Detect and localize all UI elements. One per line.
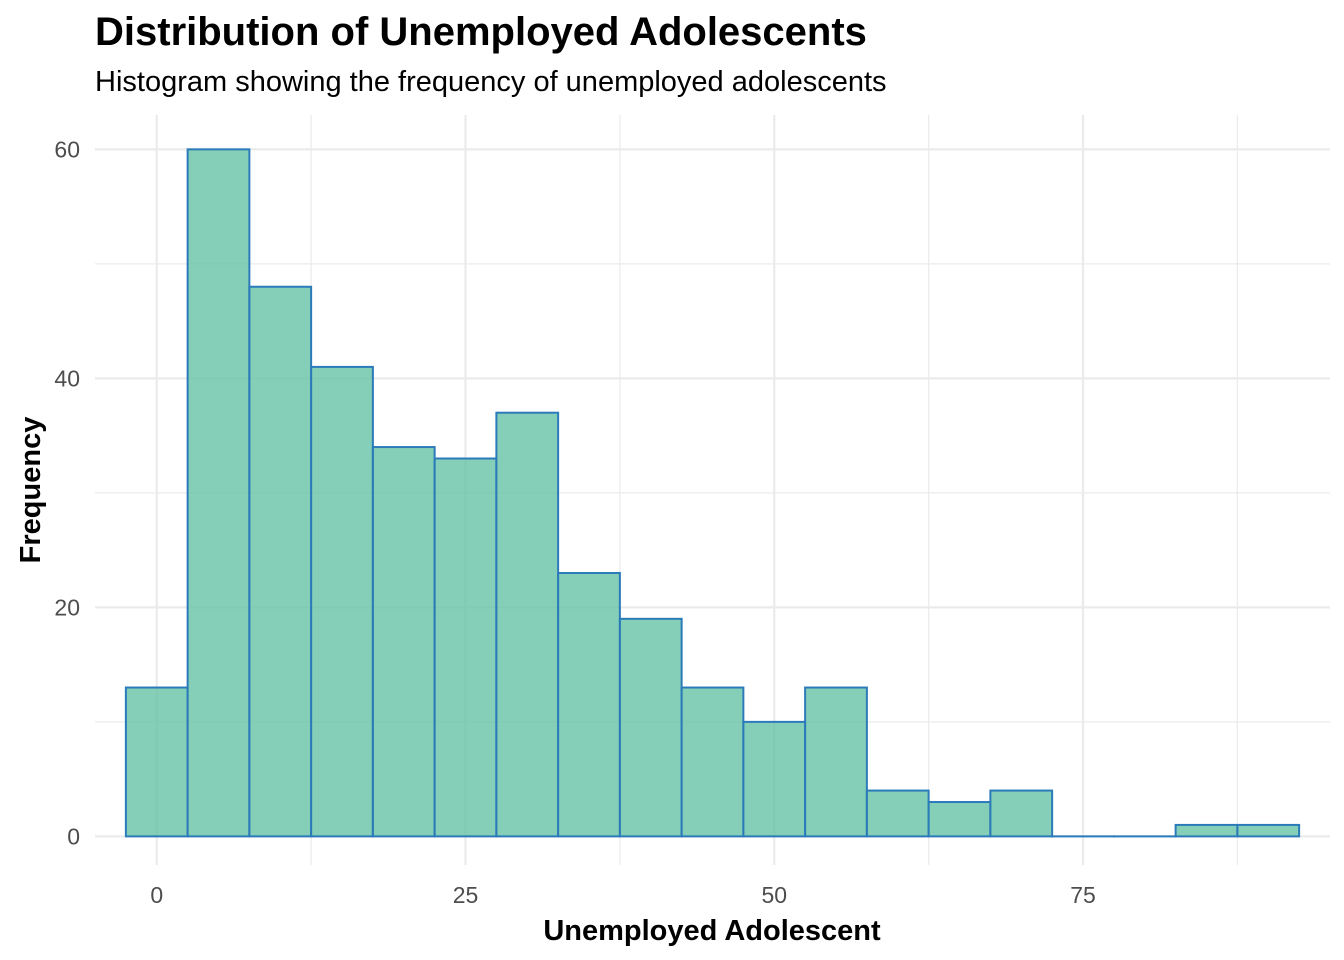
y-tick-label: 20 — [54, 594, 80, 620]
histogram-bar — [618, 617, 683, 838]
x-axis-title: Unemployed Adolescent — [543, 915, 881, 947]
histogram-bar — [124, 686, 189, 838]
chart-subtitle: Histogram showing the frequency of unemp… — [95, 66, 887, 98]
histogram-bar — [989, 789, 1054, 838]
x-tick-label: 0 — [150, 882, 163, 908]
histogram-bar — [557, 572, 621, 838]
histogram-bar — [371, 446, 436, 838]
histogram-bar — [433, 457, 498, 838]
y-tick-label: 0 — [67, 823, 80, 849]
x-tick-label: 75 — [1070, 882, 1096, 908]
y-axis-ticks: 0 20 40 60 — [54, 136, 80, 849]
histogram-bar — [804, 686, 868, 838]
histogram-bar — [865, 789, 930, 838]
histogram-bar — [680, 686, 745, 838]
x-tick-label: 25 — [453, 882, 479, 908]
histogram-bar — [742, 720, 807, 838]
y-tick-label: 40 — [54, 365, 80, 391]
histogram-bar — [1236, 823, 1301, 838]
histogram-bar — [310, 365, 374, 838]
histogram-bar — [495, 411, 560, 838]
histogram-bar — [1174, 823, 1239, 838]
histogram-bar — [248, 285, 313, 838]
histogram-bar — [186, 148, 251, 838]
chart-title: Distribution of Unemployed Adolescents — [95, 10, 867, 54]
x-tick-label: 50 — [761, 882, 787, 908]
histogram-bar — [927, 801, 992, 838]
y-axis-title: Frequency — [15, 417, 47, 564]
histogram-bars — [124, 148, 1301, 838]
y-tick-label: 60 — [54, 136, 80, 162]
x-axis-ticks: 0 25 50 75 — [150, 882, 1095, 908]
